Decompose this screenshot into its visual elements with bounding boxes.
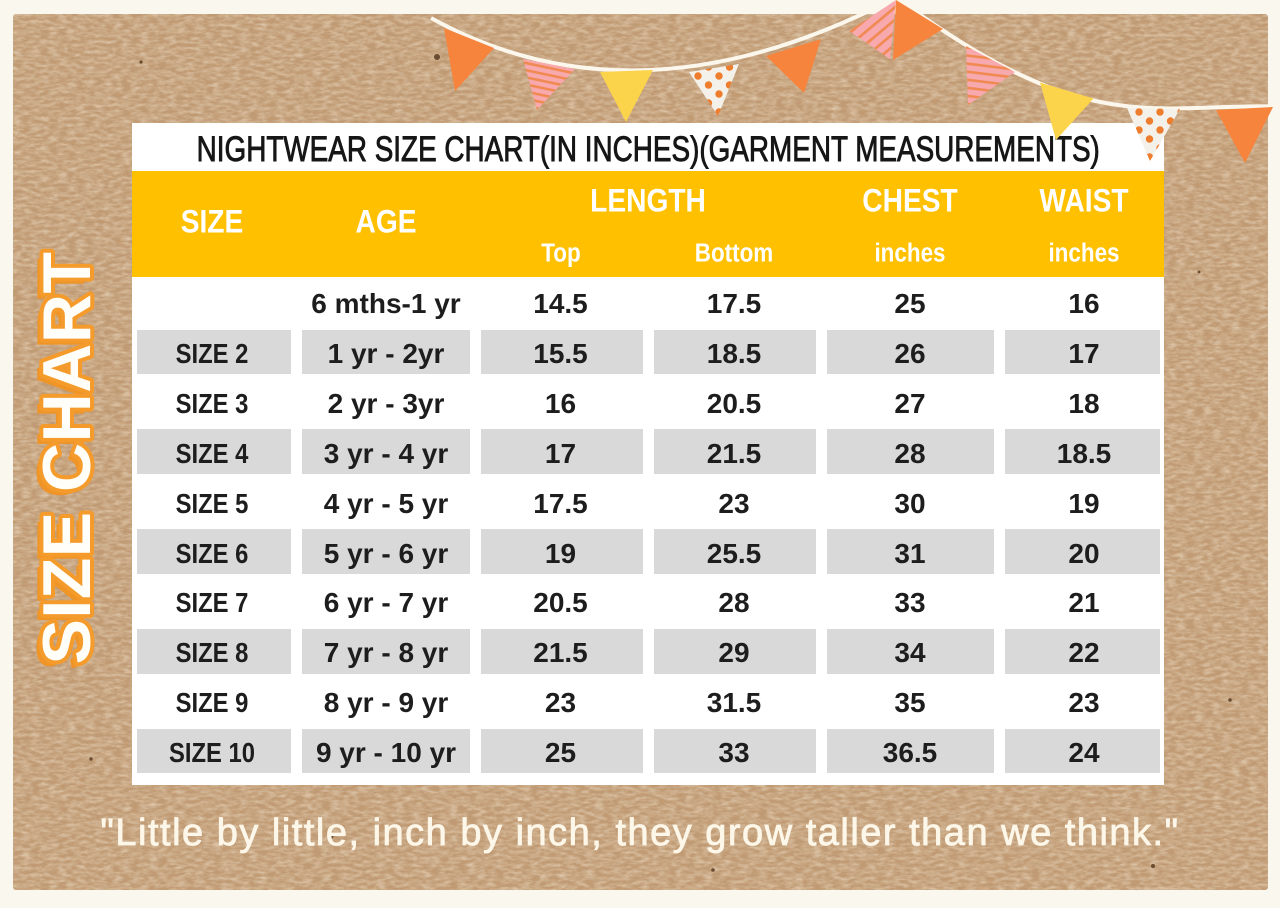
svg-text:SIZE CHART: SIZE CHART <box>29 252 105 665</box>
svg-text:SIZE CHART: SIZE CHART <box>23 258 99 671</box>
